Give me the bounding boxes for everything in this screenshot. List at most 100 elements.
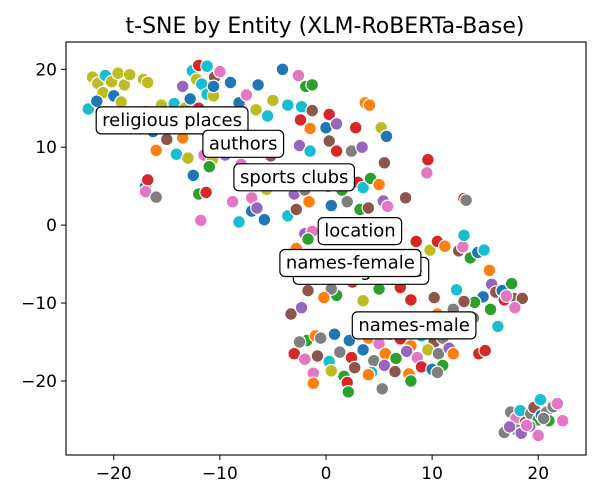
data-point — [380, 199, 395, 214]
data-point — [377, 155, 392, 170]
data-point — [550, 396, 565, 411]
data-point — [446, 346, 461, 361]
data-point — [423, 243, 437, 258]
data-point — [427, 290, 442, 305]
data-point — [159, 132, 174, 147]
data-point — [324, 198, 339, 213]
data-point — [280, 98, 295, 112]
data-point — [287, 346, 302, 361]
data-point — [421, 152, 435, 167]
data-point — [193, 213, 208, 228]
data-point — [169, 147, 184, 162]
x-tick-label: −10 — [202, 464, 238, 484]
x-tick-label: −20 — [96, 464, 132, 484]
data-point — [305, 77, 320, 92]
data-point — [355, 140, 370, 155]
data-point — [293, 112, 308, 127]
y-tick-label: 0 — [46, 216, 57, 236]
data-point — [297, 352, 312, 367]
data-point — [266, 93, 280, 108]
data-point — [456, 239, 470, 254]
data-point — [477, 243, 492, 258]
data-point — [536, 411, 551, 426]
data-point — [303, 144, 318, 159]
data-point — [292, 335, 307, 349]
data-point — [181, 151, 195, 166]
cluster-label-text: names-female — [286, 253, 415, 274]
data-point — [317, 290, 331, 305]
data-point — [329, 144, 344, 159]
data-point — [430, 365, 445, 380]
data-point — [555, 413, 570, 428]
data-point — [89, 94, 104, 109]
data-point — [361, 367, 376, 382]
data-point — [289, 202, 304, 217]
data-point — [377, 358, 392, 373]
data-point — [449, 282, 464, 297]
data-point — [306, 376, 321, 391]
data-point — [291, 68, 306, 83]
data-point — [327, 327, 342, 342]
data-point — [508, 300, 522, 315]
data-point — [301, 283, 315, 298]
data-point — [356, 180, 371, 195]
data-point — [531, 428, 546, 443]
data-point — [302, 194, 316, 209]
data-point — [212, 64, 227, 79]
y-tick-label: 10 — [35, 138, 57, 158]
data-point — [301, 232, 315, 247]
data-point — [478, 343, 493, 358]
data-point — [324, 363, 339, 378]
data-point — [175, 79, 190, 94]
data-point — [81, 102, 96, 116]
cluster-label-text: religious places — [102, 110, 242, 131]
data-point — [459, 193, 474, 208]
data-point — [138, 184, 153, 199]
data-point — [239, 88, 254, 102]
cluster-label-box — [351, 311, 477, 340]
data-point — [362, 98, 377, 112]
data-point — [348, 120, 363, 135]
data-point — [140, 172, 155, 187]
data-point — [504, 276, 519, 291]
data-point — [372, 177, 387, 192]
data-point — [223, 75, 238, 90]
data-point — [305, 103, 320, 118]
data-point — [332, 345, 347, 360]
y-tick-label: −20 — [21, 372, 57, 392]
y-tick-label: −10 — [21, 294, 57, 314]
cluster-label-1: authors — [202, 129, 285, 158]
data-point — [483, 302, 498, 317]
data-point — [356, 293, 371, 308]
data-point — [375, 381, 390, 396]
data-point — [251, 77, 266, 92]
data-point — [438, 239, 452, 254]
data-point — [206, 79, 221, 94]
data-point — [294, 300, 309, 315]
data-point — [329, 116, 344, 131]
data-point — [200, 59, 215, 74]
data-point — [482, 263, 497, 278]
data-point — [186, 168, 201, 183]
data-point — [199, 185, 214, 200]
data-point — [149, 143, 164, 158]
data-point — [140, 75, 155, 90]
plot-frame — [65, 41, 587, 456]
cluster-label-box — [233, 163, 355, 192]
data-point — [122, 67, 137, 82]
data-point — [515, 291, 530, 306]
data-point — [322, 107, 337, 122]
y-tick-label: 20 — [35, 60, 57, 80]
data-point — [533, 392, 548, 407]
cluster-label-text: authors — [209, 133, 278, 154]
data-point — [284, 307, 298, 321]
cluster-label-text: names-male — [358, 315, 470, 336]
x-tick-label: 0 — [321, 464, 332, 484]
cluster-label-text: sports clubs — [240, 167, 348, 188]
axes: −20 −10 0 10 20 20 10 0 −10 −20 — [21, 41, 587, 484]
data-point — [322, 134, 337, 148]
data-point — [341, 385, 356, 399]
cluster-label-box — [317, 217, 403, 246]
cluster-label-0: religious places — [95, 106, 249, 135]
